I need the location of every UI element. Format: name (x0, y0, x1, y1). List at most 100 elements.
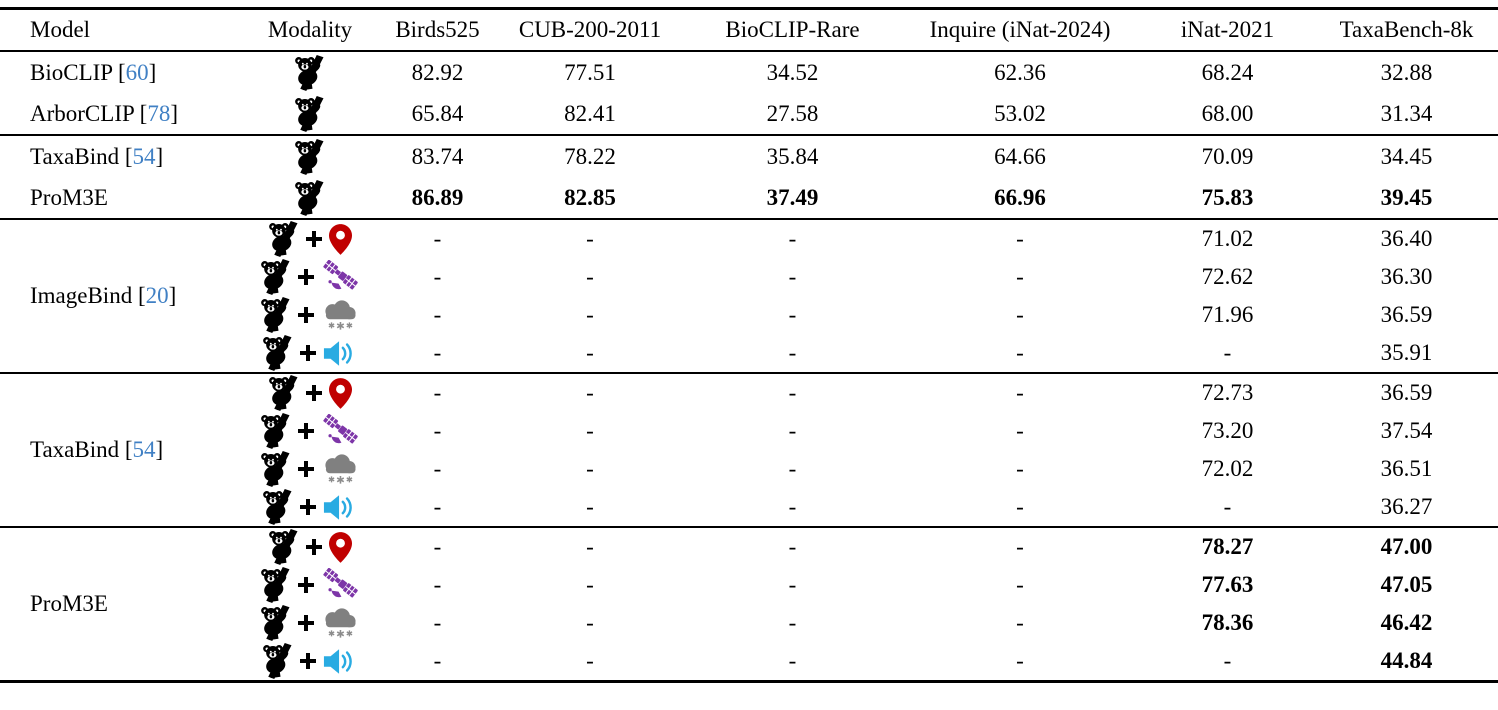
metric-cell: 46.42 (1380, 610, 1433, 635)
speaker-audio-icon (323, 493, 357, 522)
plus-icon (296, 267, 316, 287)
speaker-audio-icon (323, 339, 357, 368)
modality-cell (240, 412, 380, 450)
citation-link[interactable]: [78] (139, 100, 179, 126)
table-row: ProM3E 86.89 82.85 37.49 66.96 75.83 39.… (0, 177, 1498, 219)
metric-cell: 31.34 (1380, 100, 1433, 126)
plus-icon (298, 497, 318, 517)
metric-cell: - (788, 302, 797, 327)
table-row: - - - - 77.63 47.05 (0, 566, 1498, 604)
koala-image-icon (295, 55, 325, 91)
metric-cell: - (788, 264, 797, 289)
metric-cell: - (1016, 264, 1024, 289)
speaker-audio-icon (323, 647, 357, 676)
satellite-icon (321, 260, 359, 294)
citation-link[interactable]: [54] (124, 437, 164, 462)
column-header-inat2021: iNat-2021 (1180, 17, 1275, 42)
plus-icon (304, 229, 324, 249)
model-name: TaxaBind (30, 437, 120, 462)
metric-cell: - (586, 226, 594, 251)
modality-cell (240, 258, 380, 296)
citation-link[interactable]: [54] (124, 143, 164, 169)
modality-cell (240, 604, 380, 642)
metric-cell: - (788, 494, 797, 519)
benchmark-table-figure: Model Modality Birds525 CUB-200-2011 Bio… (0, 7, 1498, 682)
plus-icon (304, 537, 324, 557)
metric-cell: - (586, 610, 594, 635)
modality-cell (240, 642, 380, 682)
metric-cell: 32.88 (1380, 59, 1433, 85)
metric-cell: - (586, 340, 594, 365)
metric-cell: 75.83 (1201, 184, 1254, 210)
table-row: ImageBind [20] - - - - 71.02 36.40 (0, 219, 1498, 308)
section-taxabind-multi: TaxaBind [54] - - - - 72.73 36.59 - - - … (0, 373, 1498, 527)
location-pin-icon (329, 378, 352, 409)
koala-image-icon (261, 605, 291, 641)
snow-cloud-icon (321, 453, 359, 485)
metric-cell: 39.45 (1380, 184, 1433, 210)
metric-cell: - (1016, 610, 1024, 635)
metric-cell: - (586, 456, 594, 481)
metric-cell: - (1016, 494, 1024, 519)
metric-cell: - (788, 226, 797, 251)
metric-cell: - (788, 648, 797, 673)
metric-cell: - (586, 264, 594, 289)
table-row: - - - - 72.62 36.30 (0, 258, 1498, 296)
metric-cell: - (586, 494, 594, 519)
metric-cell: 73.20 (1201, 418, 1254, 443)
section-imagebind: ImageBind [20] - - - - 71.02 36.40 - - -… (0, 219, 1498, 373)
metric-cell: 66.96 (994, 184, 1046, 210)
section-prom3e-multi: ProM3E - - - - 78.27 47.00 - - - - 77.63… (0, 527, 1498, 682)
koala-image-icon (261, 297, 291, 333)
metric-cell: - (586, 572, 594, 597)
satellite-icon (321, 568, 359, 602)
metric-cell: 35.91 (1380, 340, 1433, 365)
koala-image-icon (263, 335, 293, 371)
metric-cell: - (1016, 226, 1024, 251)
citation-link[interactable]: [60] (117, 59, 157, 85)
metric-cell: 36.30 (1380, 264, 1433, 289)
modality-cell (240, 177, 380, 219)
koala-image-icon (269, 375, 299, 411)
metric-cell: 37.49 (766, 184, 819, 210)
metric-cell: - (433, 340, 442, 365)
table-row: TaxaBind [54] - - - - 72.73 36.59 (0, 373, 1498, 462)
satellite-icon (321, 414, 359, 448)
metric-cell: 36.59 (1380, 380, 1433, 405)
table-row: - - - - - 35.91 (0, 334, 1498, 373)
modality-cell (240, 566, 380, 604)
section-image-only: TaxaBind [54] 83.74 78.22 35.84 64.66 70… (0, 135, 1498, 219)
koala-image-icon (261, 259, 291, 295)
metric-cell: - (1016, 456, 1024, 481)
metric-cell: 82.85 (564, 184, 616, 210)
plus-icon (296, 459, 316, 479)
column-header-bioclip-rare: BioCLIP-Rare (725, 17, 860, 42)
metric-cell: - (788, 534, 797, 559)
metric-cell: - (433, 494, 442, 519)
metric-cell: 72.62 (1201, 264, 1254, 289)
metric-cell: 36.51 (1380, 456, 1433, 481)
metric-cell: - (586, 418, 594, 443)
table-row: - - - - 78.36 46.42 (0, 604, 1498, 642)
citation-link[interactable]: [20] (137, 283, 177, 308)
metric-cell: - (586, 648, 594, 673)
metric-cell: - (433, 610, 442, 635)
model-name: ProM3E (30, 591, 108, 616)
metric-cell: 72.02 (1201, 456, 1254, 481)
metric-cell: 62.36 (994, 59, 1046, 85)
modality-cell (240, 488, 380, 527)
metric-cell: - (1016, 418, 1024, 443)
metric-cell: - (1016, 380, 1024, 405)
metric-cell: 82.92 (411, 59, 464, 85)
plus-icon (296, 575, 316, 595)
table-row: - - - - 71.96 36.59 (0, 296, 1498, 334)
metric-cell: 36.59 (1380, 302, 1433, 327)
metric-cell: - (1223, 648, 1232, 673)
metric-cell: - (433, 302, 442, 327)
citation-number: 54 (132, 437, 156, 462)
metric-cell: - (586, 380, 594, 405)
metric-cell: 34.45 (1380, 143, 1433, 169)
metric-cell: - (433, 380, 442, 405)
location-pin-icon (329, 532, 352, 563)
modality-cell (240, 334, 380, 373)
